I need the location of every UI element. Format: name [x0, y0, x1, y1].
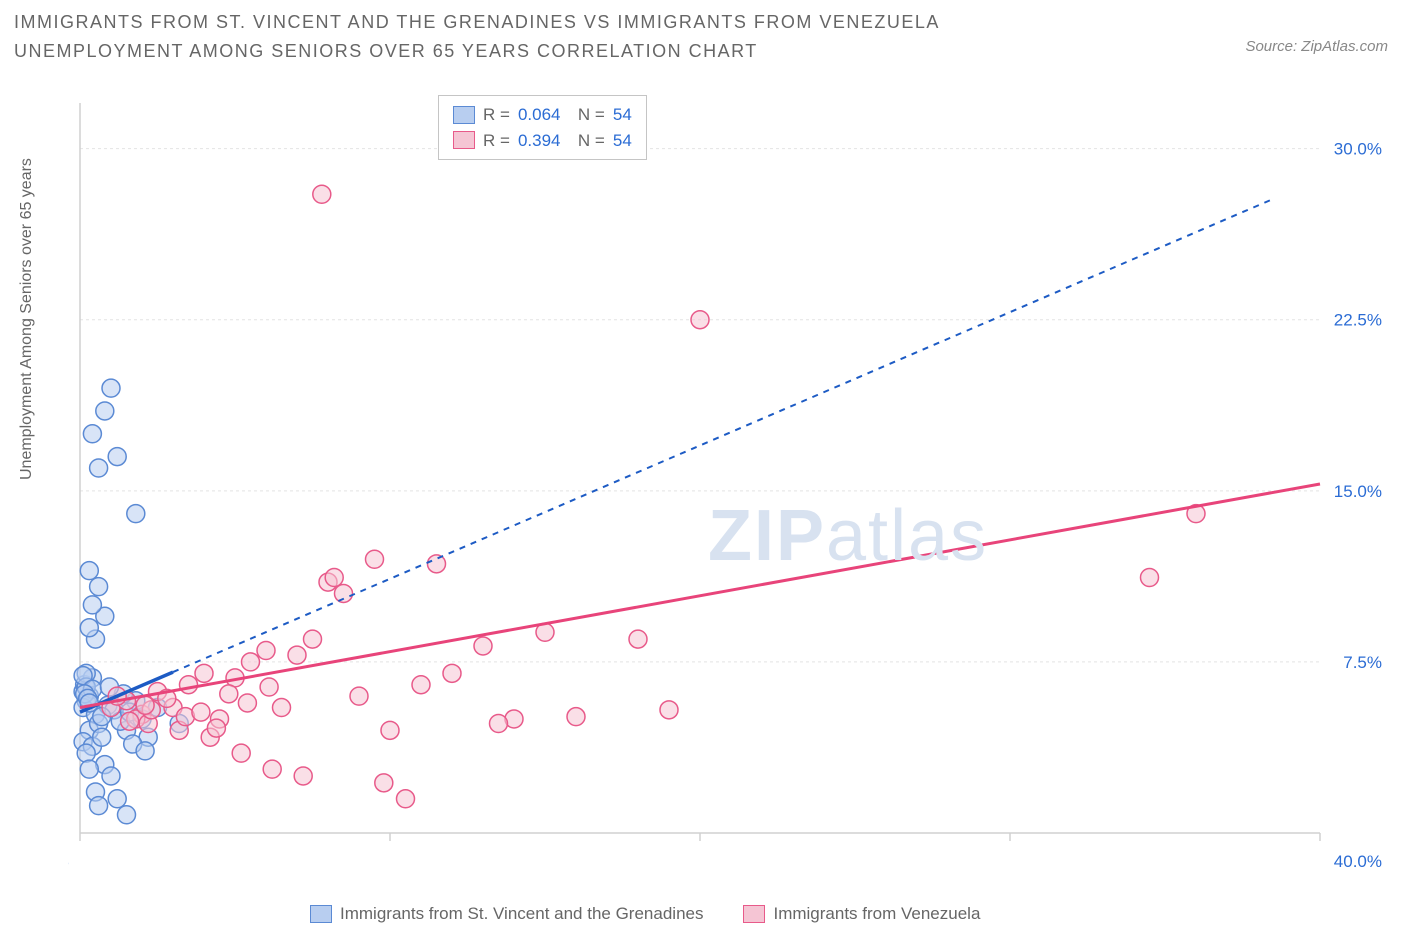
- legend-n-value: 54: [613, 102, 632, 128]
- legend-row: R = 0.064 N = 54: [453, 102, 632, 128]
- legend-r-label: R =: [483, 102, 510, 128]
- series-legend-label: Immigrants from Venezuela: [773, 904, 980, 924]
- legend-n-value: 54: [613, 128, 632, 154]
- legend-n-label: N =: [568, 102, 604, 128]
- legend-swatch: [453, 106, 475, 124]
- svg-text:30.0%: 30.0%: [1334, 140, 1382, 159]
- legend-swatch: [310, 905, 332, 923]
- svg-text:0.0%: 0.0%: [68, 852, 69, 871]
- legend-r-value: 0.394: [518, 128, 561, 154]
- correlation-legend: R = 0.064 N = 54 R = 0.394 N = 54: [438, 95, 647, 160]
- svg-text:15.0%: 15.0%: [1334, 482, 1382, 501]
- series-legend-label: Immigrants from St. Vincent and the Gren…: [340, 904, 703, 924]
- legend-row: R = 0.394 N = 54: [453, 128, 632, 154]
- y-axis-label: Unemployment Among Seniors over 65 years: [18, 158, 36, 480]
- series-legend-item: Immigrants from Venezuela: [743, 904, 980, 924]
- svg-text:7.5%: 7.5%: [1343, 653, 1382, 672]
- legend-r-label: R =: [483, 128, 510, 154]
- chart-area: ZIPatlas 7.5%15.0%22.5%30.0%0.0%40.0% R …: [68, 95, 1390, 873]
- scatter-chart: 7.5% 15.0% 22.5% 30.0% 0.0% 40.0%: [68, 95, 1390, 873]
- legend-swatch: [743, 905, 765, 923]
- svg-text:22.5%: 22.5%: [1334, 311, 1382, 330]
- legend-swatch: [453, 131, 475, 149]
- source-label: Source: ZipAtlas.com: [1245, 38, 1388, 55]
- svg-text:40.0%: 40.0%: [1334, 852, 1382, 871]
- series-legend-item: Immigrants from St. Vincent and the Gren…: [310, 904, 703, 924]
- chart-title: IMMIGRANTS FROM ST. VINCENT AND THE GREN…: [14, 8, 1114, 66]
- series-legend: Immigrants from St. Vincent and the Gren…: [310, 904, 980, 924]
- legend-n-label: N =: [568, 128, 604, 154]
- legend-r-value: 0.064: [518, 102, 561, 128]
